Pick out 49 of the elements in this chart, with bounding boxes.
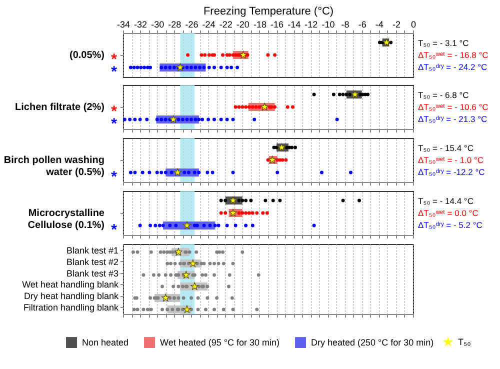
x-tick-label: -2 [392,20,400,30]
text: ΔT₅₀ᵈʳʸ = -12.2 °C [418,167,485,177]
text: ΔT₅₀ᵈʳʸ = - 21.3 °C [418,114,488,124]
text: ΔT₅₀ʷᵉᵗ = - 1.0 °C [418,155,484,165]
text: ΔT₅₀ᵈʳʸ = - 24.2 °C [418,62,488,72]
text: T₅₀ = - 3.1 °C [418,38,469,48]
y-tick-label: Blank test #2 [66,256,118,267]
y-tick-label: Microcrystalline Cellulose (0.1%) [28,208,105,231]
legend-label: T₅₀ [458,337,472,347]
x-tick-label: -10 [322,20,335,30]
x-tick-label: -32 [134,20,148,30]
text: * [111,64,118,80]
x-tick-label: -12 [304,20,318,30]
x-tick-label: -34 [116,20,130,30]
y-tick-label: Dry heat handling blank [24,291,119,302]
x-tick-label: -6 [358,20,366,30]
text: ΔT₅₀ʷᵉᵗ = - 16.8 °C [418,50,488,60]
text: * [111,168,118,186]
x-tick-label: -8 [341,20,350,30]
x-tick-label: -20 [236,20,250,30]
x-tick-label: -4 [375,20,384,30]
x-tick-label: -30 [151,20,164,30]
text: T₅₀ = - 6.8 °C [418,90,469,100]
y-tick-label: Lichen filtrate (2%) [15,102,104,113]
y-tick-label: Wet heat handling blank [22,280,119,290]
text: ΔT₅₀ᵈʳʸ = - 5.2 °C [418,220,482,230]
x-tick-label: -24 [202,20,216,30]
text: * [111,116,118,132]
x-tick-label: -18 [253,20,266,30]
legend-label: Dry heated (250 °C for 30 min) [311,338,434,348]
x-tick-label: -26 [185,20,198,30]
x-axis-title: Freezing Temperature (°C) [203,6,334,18]
x-tick-label: -14 [288,20,301,30]
x-tick-label: 0 [410,20,416,30]
x-tick-label: -16 [270,20,284,30]
text: T₅₀ = - 14.4 °C [418,196,474,206]
y-tick-label: Blank test #1 [66,245,118,256]
text: ΔT₅₀ʷᵉᵗ = - 10.6 °C [418,102,488,112]
y-tick-label: Birch pollen washing water (0.5%) [4,155,104,178]
x-tick-label: -22 [219,20,232,30]
text: T₅₀ = - 15.4 °C [418,143,474,153]
y-tick-label: Blank test #3 [66,268,118,278]
legend-label: Non heated [82,338,129,348]
legend-label: Wet heated (95 °C for 30 min) [160,338,280,348]
y-tick-label: (0.05%) [69,50,104,61]
text: ΔT₅₀ʷᵉᵗ = 0.0 °C [418,208,478,218]
x-tick-label: -28 [168,20,182,30]
y-tick-label: Filtration handling blank [23,302,119,313]
text: * [111,222,118,238]
